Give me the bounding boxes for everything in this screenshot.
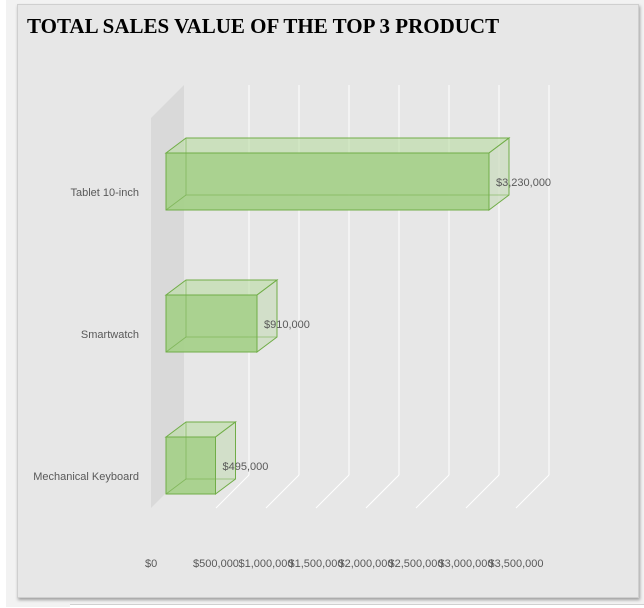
bar-front-face[interactable]: [165, 152, 490, 211]
bar-back-edge: [165, 478, 187, 495]
gridline-floor: [265, 474, 300, 509]
category-label: Mechanical Keyboard: [33, 471, 139, 483]
gridline-floor: [215, 474, 250, 509]
data-label: $3,230,000: [496, 177, 551, 189]
chart-title[interactable]: TOTAL SALES VALUE OF THE TOP 3 PRODUCT: [27, 14, 500, 38]
category-label: Smartwatch: [81, 329, 139, 341]
x-tick-label: $3,000,000: [438, 558, 493, 570]
chart-area[interactable]: $0 $500,000 $1,000,000 $1,500,000 $2,000,000…: [17, 4, 639, 598]
x-tick-label: $0: [145, 558, 157, 570]
gridline-floor: [315, 474, 350, 509]
bar-front-face[interactable]: [165, 436, 216, 495]
bar-top-face[interactable]: [164, 137, 511, 154]
gridline-floor: [465, 474, 500, 509]
x-tick-label: $1,000,000: [238, 558, 293, 570]
category-label: Tablet 10-inch: [71, 187, 140, 199]
bar-chart-plot[interactable]: $0 $500,000 $1,000,000$1,500,000$2,000,000…: [18, 5, 638, 597]
gridline-floor: [515, 474, 550, 509]
worksheet-left-edge: [0, 0, 6, 607]
data-label: $495,000: [223, 461, 269, 473]
bar-back-edge: [165, 194, 187, 211]
x-tick-label: $500,000: [193, 558, 239, 570]
worksheet-bottom-edge: [70, 604, 644, 608]
x-tick-label: $3,500,000: [488, 558, 543, 570]
gridline-floor: [365, 474, 400, 509]
x-tick-label: $1,500,000: [288, 558, 343, 570]
gridline-floor: [415, 474, 450, 509]
x-tick-label: $2,500,000: [388, 558, 443, 570]
bar-back-edge: [165, 336, 187, 353]
x-tick-label: $2,000,000: [338, 558, 393, 570]
data-label: $910,000: [264, 319, 310, 331]
bar-front-face[interactable]: [165, 294, 258, 353]
